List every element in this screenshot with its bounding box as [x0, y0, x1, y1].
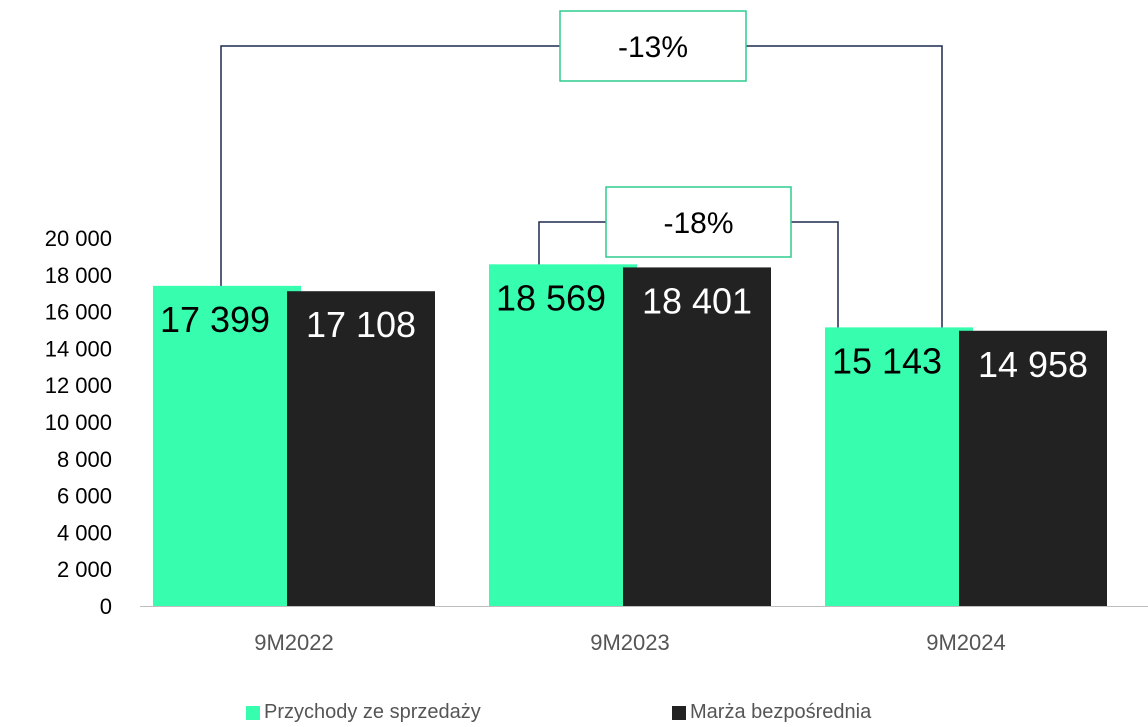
annotation-label: -13% [618, 31, 688, 64]
bar [623, 267, 771, 606]
bar [825, 327, 973, 606]
x-tick-label: 9M2024 [926, 630, 1006, 655]
annotation-box [605, 186, 792, 258]
y-tick-label: 0 [100, 594, 112, 619]
data-label: 17 108 [306, 304, 416, 345]
annotation-box [559, 10, 747, 82]
legend-label-margin: Marża bezpośrednia [690, 701, 872, 723]
y-tick-label: 16 000 [45, 300, 112, 325]
legend: Przychody ze sprzedaży Marża bezpośredni… [0, 701, 1148, 727]
x-tick-label: 9M2022 [254, 630, 334, 655]
annotation-label: -18% [663, 207, 733, 240]
legend-item-margin: Marża bezpośrednia [672, 701, 871, 724]
legend-swatch-margin [672, 705, 686, 720]
annotation-connector-right [746, 45, 943, 328]
y-tick-label: 4 000 [57, 520, 112, 545]
y-tick-label: 14 000 [45, 336, 112, 361]
y-tick-label: 12 000 [45, 373, 112, 398]
bar-chart: 0 2 000 4 000 6 000 8 000 10 000 12 000 14 000 1… [45, 10, 1148, 655]
data-label: 18 569 [496, 277, 606, 318]
legend-label-revenue: Przychody ze sprzedaży [264, 701, 481, 723]
y-tick-label: 6 000 [57, 484, 112, 509]
legend-item-revenue: Przychody ze sprzedaży [246, 701, 481, 724]
data-label: 17 399 [160, 299, 270, 340]
legend-swatch-revenue [246, 705, 260, 720]
y-tick-label: 20 000 [45, 226, 112, 251]
bar [489, 264, 637, 606]
annotation-connector-right [791, 221, 839, 328]
x-tick-label: 9M2023 [590, 630, 670, 655]
y-tick-label: 8 000 [57, 447, 112, 472]
bar [153, 285, 301, 606]
y-tick-label: 2 000 [57, 557, 112, 582]
data-label: 15 143 [832, 340, 942, 381]
data-label: 14 958 [978, 344, 1088, 385]
bar [959, 330, 1107, 606]
annotation-connector-left [538, 221, 606, 265]
data-label: 18 401 [642, 280, 752, 321]
y-tick-label: 18 000 [45, 263, 112, 288]
annotation-connector-left [220, 45, 560, 286]
bar [287, 291, 435, 606]
y-tick-label: 10 000 [45, 410, 112, 435]
